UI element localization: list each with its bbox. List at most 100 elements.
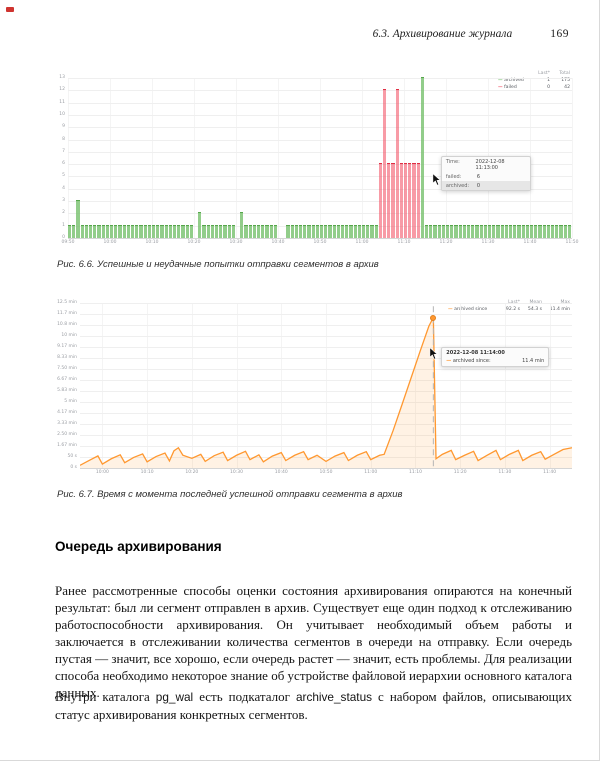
bar-archived xyxy=(168,224,173,238)
y-tick-label: 7 xyxy=(62,148,65,154)
legend-header: Last* xyxy=(502,299,520,306)
bar-archived xyxy=(252,224,257,238)
bar-archived xyxy=(303,224,307,238)
bar-archived xyxy=(261,224,265,238)
gridline xyxy=(80,369,572,370)
bar-failed xyxy=(387,163,391,238)
x-tick-label: 11:10 xyxy=(408,470,422,475)
tooltip-label: archived: xyxy=(445,182,470,189)
bar-archived xyxy=(509,224,513,238)
x-tick-label: 09:50 xyxy=(61,240,75,245)
gridline xyxy=(80,303,572,304)
bar-archived xyxy=(370,224,374,238)
gridline xyxy=(80,336,572,337)
x-tick-label: 11:20 xyxy=(439,240,453,245)
y-tick-label: 4.17 min xyxy=(57,409,77,415)
chapter-title: 6.3. Архивирование журнала xyxy=(372,28,513,40)
tooltip-time: 2022-12-08 11:13:00 xyxy=(475,158,505,171)
bar-archived xyxy=(320,224,324,238)
bar-archived xyxy=(265,224,269,238)
gridline xyxy=(80,380,572,381)
bar-archived xyxy=(462,224,467,238)
y-tick-label: 5 min xyxy=(64,399,77,404)
gridline xyxy=(278,78,279,238)
x-tick-label: 10:10 xyxy=(145,240,159,245)
y-tick-label: 2.50 min xyxy=(57,432,77,437)
gridline xyxy=(152,78,153,238)
gridline xyxy=(362,78,363,238)
bar-archived xyxy=(425,224,429,238)
bar-archived xyxy=(467,224,471,238)
gridline xyxy=(68,114,572,116)
y-tick-label: 1.67 min xyxy=(57,442,77,448)
gridline xyxy=(68,139,572,141)
bar-archived xyxy=(345,224,349,238)
bar-archived xyxy=(118,224,122,238)
gridline xyxy=(415,303,417,468)
plot-area: Time: 2022-12-08 11:13:00 failed: 6 arch… xyxy=(68,77,573,239)
gridline xyxy=(404,78,405,238)
y-axis: 12.5 min 11.7 min 10.8 min 10 min 9.17 min 8.… xyxy=(55,300,80,470)
body-paragraph: Ранее рассмотренные способы оценки состо… xyxy=(55,583,572,700)
y-tick-label: 10.8 min xyxy=(57,321,77,327)
bar-archived xyxy=(513,224,517,238)
page-number: 169 xyxy=(550,28,569,40)
chart-tooltip: Time: 2022-12-08 11:13:00 failed: 6 arch… xyxy=(440,156,531,191)
y-tick-label: 6 xyxy=(62,161,65,167)
y-tick-label: 0 s xyxy=(70,465,77,470)
gridline xyxy=(80,325,572,326)
bar-archived xyxy=(542,224,546,238)
gridline xyxy=(191,303,193,468)
paragraph-text: с набором файлов, описывающих статус арх… xyxy=(55,689,572,722)
y-tick-label: 9 xyxy=(62,124,65,130)
bar-archived xyxy=(80,224,84,238)
bar-archived xyxy=(525,224,530,238)
gridline xyxy=(236,78,237,238)
gridline xyxy=(110,78,111,238)
bar-failed xyxy=(416,163,420,238)
figure-archive-lag-chart: Last* Mean Max — archived since 92.2 s 5… xyxy=(55,295,572,483)
x-tick-label: 11:00 xyxy=(364,470,378,475)
bar-archived xyxy=(429,224,433,238)
x-tick-label: 11:30 xyxy=(481,240,495,245)
x-tick-label: 10:00 xyxy=(95,470,109,475)
legend-series-archived: — archived xyxy=(498,78,524,83)
bar-archived xyxy=(143,224,147,238)
x-tick-label: 10:40 xyxy=(274,470,288,475)
bar-archived xyxy=(273,224,278,238)
bar-archived xyxy=(215,224,219,238)
y-tick-label: 5 xyxy=(62,173,65,179)
gridline xyxy=(68,78,572,79)
bar-archived xyxy=(471,224,475,238)
gridline xyxy=(549,303,551,468)
y-tick-label: 5.83 min xyxy=(57,387,77,393)
legend-header: Mean xyxy=(524,299,542,306)
bar-archived xyxy=(551,224,555,238)
gridline xyxy=(80,358,572,359)
x-tick-label: 10:50 xyxy=(319,470,333,475)
x-tick-label: 11:00 xyxy=(355,240,369,245)
bar-archived xyxy=(181,224,185,238)
running-header: 6.3. Архивирование журнала 169 xyxy=(0,28,569,40)
bar-failed xyxy=(399,163,404,238)
bar-failed xyxy=(395,89,399,238)
gridline xyxy=(320,78,321,238)
y-tick-label: 50 s xyxy=(67,454,77,459)
gridline xyxy=(80,314,572,315)
x-tick-label: 11:30 xyxy=(498,470,512,475)
mouse-cursor-icon xyxy=(432,173,441,186)
gridline xyxy=(147,303,149,468)
gridline xyxy=(572,78,573,238)
bar-archived xyxy=(534,224,538,238)
bar-archived xyxy=(496,224,500,238)
y-tick-label: 8.33 min xyxy=(57,354,77,360)
legend-header: Total xyxy=(559,71,570,76)
y-tick-label: 11.7 min xyxy=(57,310,77,316)
gridline xyxy=(68,188,572,190)
gridline xyxy=(102,303,104,468)
bar-archived xyxy=(72,224,76,238)
gridline xyxy=(460,303,462,468)
bar-failed xyxy=(404,163,408,238)
bar-archived xyxy=(454,224,458,238)
bar-archived xyxy=(349,224,353,238)
